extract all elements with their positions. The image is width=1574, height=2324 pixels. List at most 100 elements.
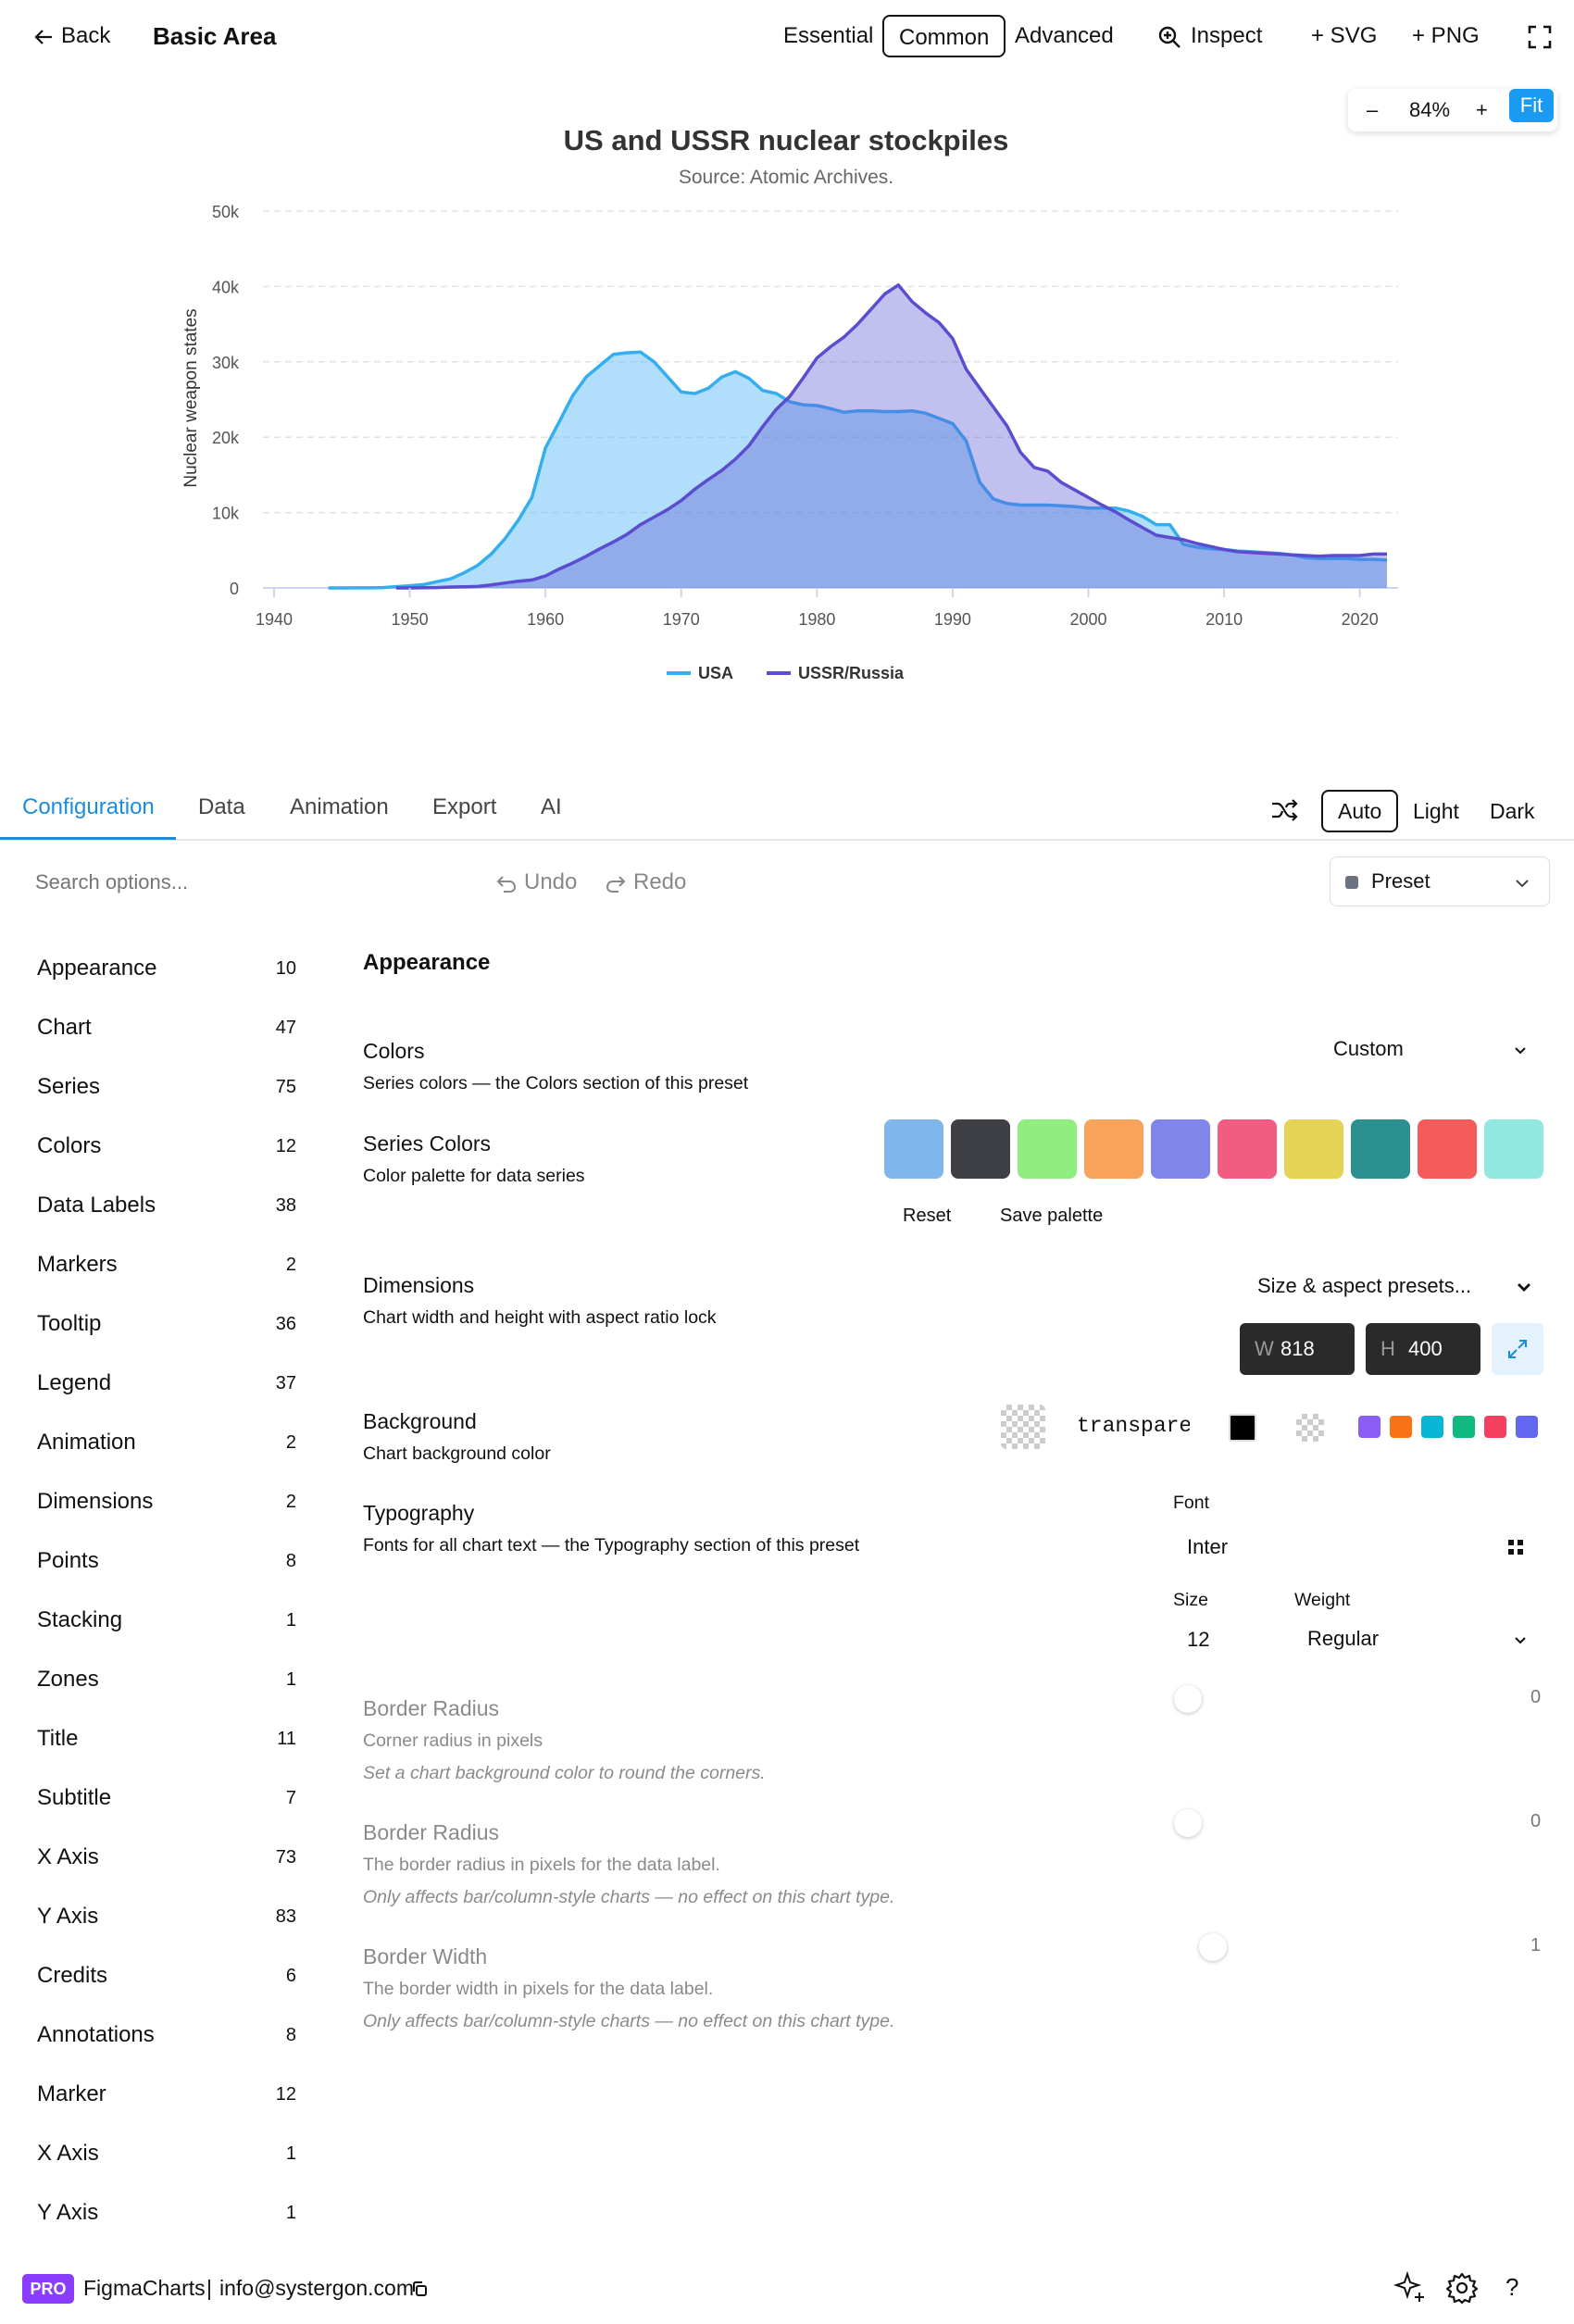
y-tick-label: 0 (230, 580, 239, 598)
series-color-swatch[interactable] (1418, 1119, 1477, 1179)
colors-select[interactable]: Custom (1333, 1035, 1532, 1068)
redo-button[interactable]: Redo (606, 869, 686, 895)
series-color-swatch[interactable] (884, 1119, 943, 1179)
font-size-input[interactable]: 12 (1187, 1628, 1210, 1651)
preset-select[interactable]: Preset (1330, 856, 1550, 906)
tab-ai[interactable]: AI (541, 794, 562, 819)
background-color-swatch[interactable] (1358, 1416, 1380, 1438)
fullscreen-icon[interactable] (1528, 25, 1552, 68)
y-axis-title: Nuclear weapon states (181, 308, 201, 487)
background-black-swatch[interactable] (1229, 1414, 1256, 1442)
add-png-button[interactable]: + PNG (1412, 23, 1480, 48)
help-button[interactable]: ? (1505, 2273, 1519, 2301)
aspect-lock-button[interactable] (1492, 1323, 1543, 1375)
font-weight-value: Regular (1307, 1627, 1380, 1650)
mode-essential[interactable]: Essential (783, 23, 874, 48)
label-border-width-slider[interactable] (1199, 1933, 1227, 1961)
series-color-swatch[interactable] (1218, 1119, 1277, 1179)
background-value-field[interactable]: transparent (1077, 1414, 1190, 1438)
back-button[interactable]: Back (33, 15, 110, 57)
sidebar-item[interactable]: X Axis 73 (37, 1839, 306, 1876)
sidebar-item[interactable]: X Axis 1 (37, 2135, 306, 2172)
background-color-preview[interactable] (1001, 1405, 1045, 1449)
sidebar-item-label: Tooltip (37, 1311, 102, 1336)
sidebar-item[interactable]: Y Axis 1 (37, 2194, 306, 2231)
label-border-radius-slider[interactable] (1174, 1809, 1202, 1837)
sidebar-item-label: Markers (37, 1252, 118, 1277)
background-title: Background (363, 1409, 477, 1433)
sidebar-item[interactable]: Y Axis 83 (37, 1898, 306, 1935)
sidebar-item-label: Title (37, 1726, 79, 1751)
label-border-radius-note: Only affects bar/column-style charts — n… (363, 1887, 895, 1907)
font-select[interactable]: Inter (1170, 1528, 1531, 1567)
sidebar-item[interactable]: Chart 47 (37, 1009, 306, 1046)
tab-configuration[interactable]: Configuration (22, 794, 155, 819)
series-color-swatch[interactable] (1151, 1119, 1210, 1179)
size-presets-select[interactable]: Size & aspect presets... (1257, 1272, 1541, 1304)
sidebar-item[interactable]: Points 8 (37, 1543, 306, 1580)
series-color-swatch[interactable] (1351, 1119, 1410, 1179)
ai-sparkle-icon[interactable] (1393, 2270, 1427, 2304)
height-field[interactable]: H 400 (1366, 1323, 1480, 1375)
sidebar-item[interactable]: Tooltip 36 (37, 1306, 306, 1343)
background-color-swatch[interactable] (1390, 1416, 1412, 1438)
sidebar-item[interactable]: Title 11 (37, 1720, 306, 1757)
theme-light[interactable]: Light (1413, 799, 1459, 823)
sidebar-item[interactable]: Dimensions 2 (37, 1483, 306, 1520)
series-color-swatch[interactable] (1018, 1119, 1077, 1179)
width-field[interactable]: W 818 (1240, 1323, 1355, 1375)
series-color-swatch[interactable] (1284, 1119, 1343, 1179)
shuffle-icon[interactable] (1270, 798, 1298, 822)
background-color-swatch[interactable] (1484, 1416, 1506, 1438)
series-color-swatch[interactable] (951, 1119, 1010, 1179)
sidebar-item[interactable]: Animation 2 (37, 1424, 306, 1461)
zoom-out-button[interactable]: – (1367, 98, 1379, 121)
mode-advanced[interactable]: Advanced (1015, 23, 1114, 48)
sidebar-item[interactable]: Annotations 8 (37, 2017, 306, 2054)
tab-data[interactable]: Data (198, 794, 245, 819)
theme-dark[interactable]: Dark (1490, 799, 1535, 823)
contact-email[interactable]: info@systergon.com (219, 2276, 414, 2300)
sidebar-item[interactable]: Marker 12 (37, 2076, 306, 2113)
x-tick-label: 1940 (256, 610, 293, 629)
series-color-swatch[interactable] (1484, 1119, 1543, 1179)
theme-auto[interactable]: Auto (1321, 790, 1399, 832)
add-svg-button[interactable]: + SVG (1311, 23, 1378, 48)
search-input[interactable] (35, 864, 424, 901)
sidebar-item[interactable]: Data Labels 38 (37, 1187, 306, 1224)
background-transparent-swatch[interactable] (1296, 1414, 1324, 1442)
reset-palette-button[interactable]: Reset (903, 1206, 952, 1226)
border-radius-slider[interactable] (1174, 1685, 1202, 1713)
save-palette-button[interactable]: Save palette (1000, 1206, 1104, 1226)
sidebar-item[interactable]: Stacking 1 (37, 1602, 306, 1639)
sidebar-item-count: 1 (285, 1669, 296, 1690)
tab-animation[interactable]: Animation (290, 794, 389, 819)
sidebar-item[interactable]: Colors 12 (37, 1128, 306, 1165)
sidebar-item[interactable]: Subtitle 7 (37, 1780, 306, 1817)
label-border-radius-value: 0 (1530, 1811, 1542, 1831)
settings-gear-icon[interactable] (1446, 2272, 1478, 2304)
sidebar-item-count: 1 (285, 2143, 296, 2164)
sidebar-item[interactable]: Series 75 (37, 1068, 306, 1106)
sidebar-item[interactable]: Legend 37 (37, 1365, 306, 1402)
undo-button[interactable]: Undo (496, 869, 577, 895)
font-weight-select[interactable]: Regular (1307, 1624, 1533, 1656)
sidebar-item[interactable]: Zones 1 (37, 1661, 306, 1698)
copy-icon[interactable] (411, 2280, 428, 2297)
background-color-swatch[interactable] (1421, 1416, 1443, 1438)
zoom-in-button[interactable]: + (1476, 98, 1488, 121)
background-color-swatch[interactable] (1516, 1416, 1538, 1438)
background-color-swatch[interactable] (1453, 1416, 1475, 1438)
sidebar-item[interactable]: Appearance 10 (37, 950, 306, 987)
sidebar-item[interactable]: Markers 2 (37, 1246, 306, 1283)
tab-export[interactable]: Export (432, 794, 497, 819)
border-radius-desc: Corner radius in pixels (363, 1731, 543, 1751)
mode-common[interactable]: Common (882, 15, 1006, 57)
sidebar-item-label: Points (37, 1548, 99, 1573)
brand-name: FigmaCharts (83, 2276, 206, 2300)
sidebar-item[interactable]: Credits 6 (37, 1957, 306, 1994)
series-line (395, 283, 1387, 590)
series-color-swatch[interactable] (1084, 1119, 1143, 1179)
inspect-button[interactable]: Inspect (1157, 15, 1262, 57)
fit-button[interactable]: Fit (1509, 89, 1554, 122)
